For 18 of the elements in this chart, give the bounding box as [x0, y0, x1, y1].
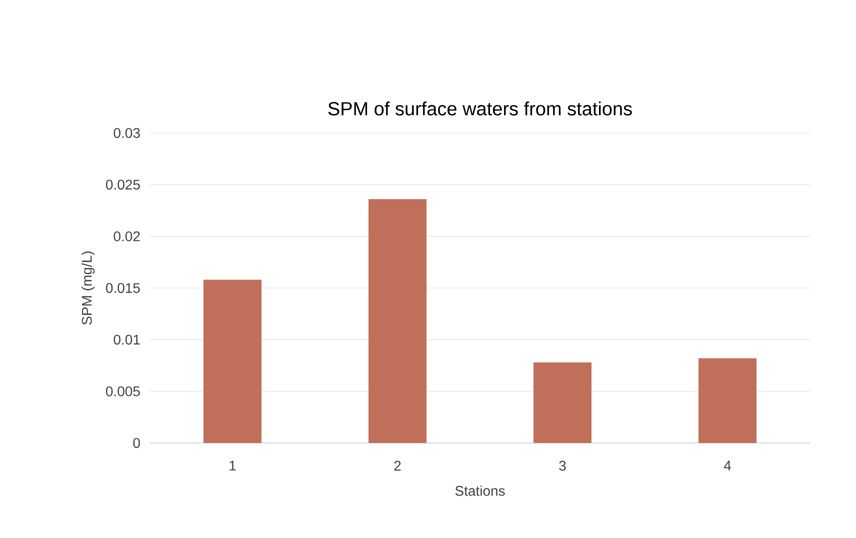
y-tick-label: 0.025: [106, 180, 140, 190]
y-axis-title: SPM (mg/L): [82, 252, 95, 325]
y-tick-label: 0.005: [106, 386, 140, 396]
y-tick-label: 0.02: [114, 231, 140, 242]
x-tick-label: 4: [724, 460, 731, 470]
bar: [368, 199, 427, 443]
y-tick-label: 0.03: [114, 128, 140, 138]
x-tick-label: 1: [230, 460, 236, 470]
bar: [204, 280, 262, 443]
chart-title: SPM of surface waters from stations: [328, 102, 632, 116]
x-tick-label: 3: [559, 460, 566, 471]
y-tick-label: 0.015: [106, 283, 140, 293]
bar: [698, 358, 757, 443]
y-tick-label: 0.01: [114, 334, 140, 345]
x-axis-title: Stations: [455, 486, 505, 496]
y-tick-label: 0: [133, 438, 140, 448]
x-tick-label: 2: [394, 460, 401, 471]
bar: [534, 362, 592, 443]
